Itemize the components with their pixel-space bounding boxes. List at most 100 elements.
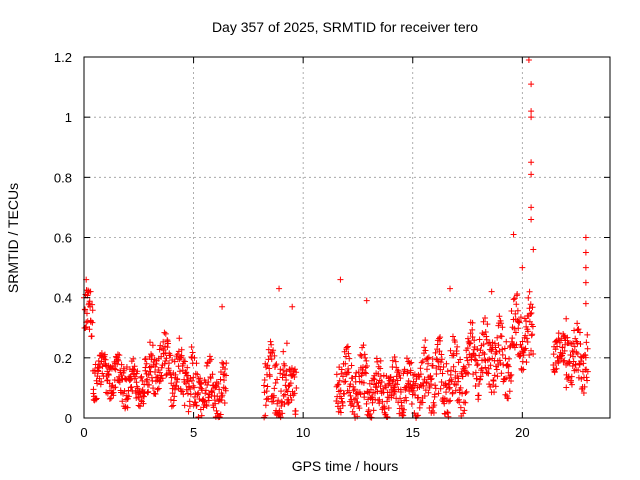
data-point [569, 353, 576, 360]
data-point [407, 381, 414, 388]
data-point [582, 234, 589, 241]
data-point [82, 306, 89, 313]
data-point [435, 363, 442, 370]
data-point [158, 364, 165, 371]
data-point [222, 387, 229, 394]
data-point [574, 350, 581, 357]
data-point [216, 386, 223, 393]
data-point [141, 390, 148, 397]
data-point [403, 355, 410, 362]
data-point [128, 384, 135, 391]
data-point [378, 378, 385, 385]
data-point [444, 368, 451, 375]
data-point [431, 402, 438, 409]
data-point [582, 279, 589, 286]
data-point [278, 388, 285, 395]
data-point [346, 389, 353, 396]
data-point [274, 376, 281, 383]
data-point [366, 380, 373, 387]
data-point [195, 413, 202, 420]
data-point [471, 346, 478, 353]
data-point [528, 171, 535, 178]
data-point [527, 311, 534, 318]
data-point [265, 396, 272, 403]
data-point [457, 384, 464, 391]
data-point [162, 357, 169, 364]
data-point [526, 305, 533, 312]
data-point [476, 336, 483, 343]
data-point [347, 392, 354, 399]
data-point [577, 341, 584, 348]
data-point [114, 356, 121, 363]
data-point [499, 324, 506, 331]
data-point [574, 320, 581, 327]
data-point [288, 396, 295, 403]
data-point [405, 378, 412, 385]
data-point [435, 390, 442, 397]
data-point [144, 376, 151, 383]
data-point [443, 389, 450, 396]
data-point [581, 383, 588, 390]
data-point [289, 303, 296, 310]
data-point [438, 378, 445, 385]
data-point [559, 344, 566, 351]
data-point [138, 397, 145, 404]
data-point [418, 359, 425, 366]
data-points [81, 57, 591, 421]
data-point [272, 380, 279, 387]
data-point [191, 384, 198, 391]
data-point [277, 366, 284, 373]
data-point [420, 382, 427, 389]
data-point [93, 395, 100, 402]
data-point [221, 366, 228, 373]
data-point [578, 375, 585, 382]
data-point [163, 355, 170, 362]
data-point [215, 380, 222, 387]
data-point [563, 384, 570, 391]
data-point [494, 373, 501, 380]
data-point [407, 367, 414, 374]
data-point [171, 358, 178, 365]
data-point [152, 369, 159, 376]
data-point [380, 372, 387, 379]
data-point [182, 369, 189, 376]
data-point [569, 348, 576, 355]
data-point [508, 377, 515, 384]
data-point [410, 387, 417, 394]
data-point [493, 349, 500, 356]
data-point [513, 301, 520, 308]
data-point [88, 333, 95, 340]
data-point [165, 367, 172, 374]
data-point [394, 381, 401, 388]
data-point [170, 402, 177, 409]
data-point [268, 341, 275, 348]
data-point [266, 365, 273, 372]
data-point [501, 376, 508, 383]
data-point [431, 391, 438, 398]
data-point [454, 397, 461, 404]
data-point [221, 400, 228, 407]
data-point [201, 399, 208, 406]
data-point [528, 216, 535, 223]
data-point [401, 366, 408, 373]
data-point [397, 375, 404, 382]
data-point [360, 342, 367, 349]
data-point [475, 396, 482, 403]
data-point [520, 352, 527, 359]
data-point [114, 351, 121, 358]
data-point [474, 346, 481, 353]
data-point [262, 402, 269, 409]
data-point [270, 392, 277, 399]
data-point [400, 412, 407, 419]
data-point [342, 378, 349, 385]
data-point [102, 356, 109, 363]
data-point [396, 410, 403, 417]
data-point [194, 391, 201, 398]
data-point [345, 350, 352, 357]
data-point [499, 346, 506, 353]
data-point [377, 357, 384, 364]
data-point [127, 373, 134, 380]
data-point [415, 412, 422, 419]
data-point [419, 358, 426, 365]
data-point [147, 339, 154, 346]
